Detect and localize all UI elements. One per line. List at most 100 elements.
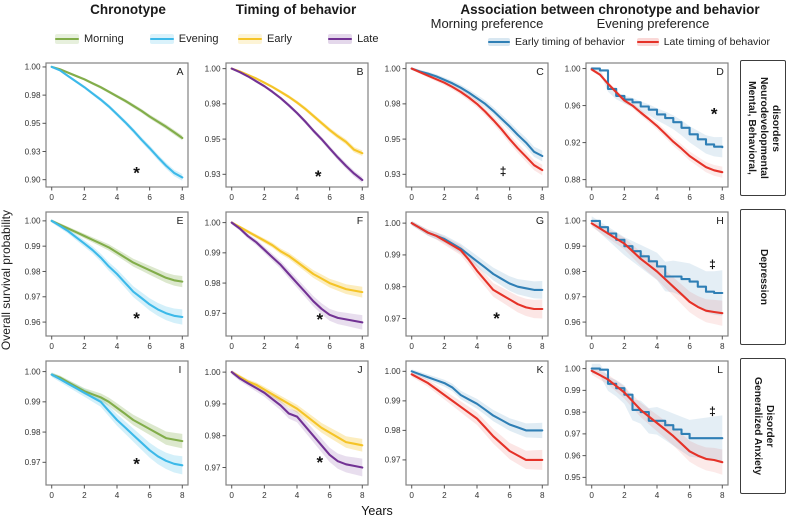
svg-text:D: D xyxy=(716,66,724,78)
svg-text:0.97: 0.97 xyxy=(205,463,221,472)
svg-text:0: 0 xyxy=(589,193,594,202)
svg-text:0.97: 0.97 xyxy=(385,314,401,323)
svg-text:0.98: 0.98 xyxy=(205,279,221,288)
legend-association: Early timing of behavior Late timing of b… xyxy=(488,36,770,48)
legend-label-early: Early xyxy=(267,33,293,45)
significance-marker-h: ‡ xyxy=(709,258,716,272)
timing-column-title: Timing of behavior xyxy=(235,2,357,17)
svg-text:0.93: 0.93 xyxy=(205,170,221,179)
svg-text:G: G xyxy=(536,215,544,227)
svg-text:0: 0 xyxy=(49,491,54,500)
svg-text:0.98: 0.98 xyxy=(25,91,41,100)
legend-label-late: Late xyxy=(357,33,379,45)
svg-text:8: 8 xyxy=(720,193,725,202)
panel-l: 1.00 0.99 0.98 0.97 0.96 0.95 0 2 4 6 8 L ‡ xyxy=(565,360,729,500)
svg-text:2: 2 xyxy=(82,491,87,500)
svg-text:4: 4 xyxy=(655,342,660,351)
svg-text:4: 4 xyxy=(655,491,660,500)
svg-text:6: 6 xyxy=(687,193,692,202)
panel-b: 1.00 0.98 0.95 0.93 0 2 4 6 8 B * xyxy=(205,62,369,202)
svg-text:6: 6 xyxy=(687,491,692,500)
svg-text:8: 8 xyxy=(180,491,185,500)
svg-text:4: 4 xyxy=(475,491,480,500)
svg-text:0.98: 0.98 xyxy=(385,100,401,109)
svg-text:1.00: 1.00 xyxy=(385,367,401,376)
svg-text:0.99: 0.99 xyxy=(25,242,41,251)
panel-i: 1.00 0.99 0.98 0.97 0 2 4 6 8 I * xyxy=(25,360,189,500)
svg-text:8: 8 xyxy=(360,342,365,351)
svg-text:0.95: 0.95 xyxy=(565,473,581,482)
svg-text:6: 6 xyxy=(687,342,692,351)
svg-text:6: 6 xyxy=(327,193,332,202)
svg-text:8: 8 xyxy=(720,342,725,351)
svg-text:4: 4 xyxy=(475,342,480,351)
svg-text:1.00: 1.00 xyxy=(25,63,41,72)
row-label-depression: Depression xyxy=(740,209,786,345)
late-timing-swatch-icon xyxy=(636,38,659,46)
svg-text:0.99: 0.99 xyxy=(565,386,581,395)
svg-text:4: 4 xyxy=(475,193,480,202)
svg-text:4: 4 xyxy=(295,491,300,500)
svg-text:2: 2 xyxy=(622,193,627,202)
x-axis-label: Years xyxy=(361,504,393,518)
svg-text:6: 6 xyxy=(327,342,332,351)
svg-text:4: 4 xyxy=(295,342,300,351)
significance-marker-b: * xyxy=(315,167,322,186)
svg-text:4: 4 xyxy=(115,342,120,351)
late-swatch-icon xyxy=(328,34,353,44)
svg-text:8: 8 xyxy=(180,342,185,351)
significance-marker-g: * xyxy=(493,309,500,328)
svg-text:2: 2 xyxy=(262,342,267,351)
svg-text:2: 2 xyxy=(622,491,627,500)
early-swatch-icon xyxy=(238,34,262,44)
svg-text:0.98: 0.98 xyxy=(385,283,401,292)
svg-text:1.00: 1.00 xyxy=(205,64,221,73)
association-column-title: Association between chronotype and behav… xyxy=(460,2,760,17)
evening-preference-subtitle: Evening preference xyxy=(596,16,710,31)
svg-text:0.92: 0.92 xyxy=(565,138,581,147)
svg-text:0.90: 0.90 xyxy=(25,175,41,184)
y-axis-label-wrap: Overall survival probability xyxy=(0,60,14,500)
svg-text:8: 8 xyxy=(180,193,185,202)
significance-marker-c: ‡ xyxy=(500,165,507,179)
y-axis-label: Overall survival probability xyxy=(0,209,13,351)
row-label-mental-behavioral: Mental, Behavioral, Neurodevelopmental d… xyxy=(740,60,786,196)
svg-text:1.00: 1.00 xyxy=(565,364,581,373)
svg-text:0.95: 0.95 xyxy=(205,135,221,144)
panel-j: 1.00 0.99 0.98 0.97 0 2 4 6 8 J * xyxy=(205,360,369,500)
svg-text:6: 6 xyxy=(147,342,152,351)
svg-text:E: E xyxy=(176,215,183,227)
svg-text:L: L xyxy=(717,364,723,376)
svg-text:0: 0 xyxy=(49,342,54,351)
svg-text:2: 2 xyxy=(82,342,87,351)
svg-text:2: 2 xyxy=(262,491,267,500)
svg-text:0.99: 0.99 xyxy=(385,397,401,406)
svg-text:4: 4 xyxy=(115,193,120,202)
significance-marker-d: * xyxy=(711,104,718,123)
svg-text:0: 0 xyxy=(589,491,594,500)
svg-text:2: 2 xyxy=(442,491,447,500)
svg-text:A: A xyxy=(176,66,183,78)
svg-text:0.96: 0.96 xyxy=(25,318,41,327)
svg-text:6: 6 xyxy=(327,491,332,500)
svg-text:0.96: 0.96 xyxy=(565,101,581,110)
svg-text:0: 0 xyxy=(229,491,234,500)
svg-text:0.99: 0.99 xyxy=(205,249,221,258)
significance-marker-l: ‡ xyxy=(709,405,716,419)
legend-item-early-timing: Early timing of behavior xyxy=(488,36,625,48)
legend-chronotype: Morning Evening xyxy=(55,33,219,45)
svg-text:0.99: 0.99 xyxy=(25,398,41,407)
svg-text:8: 8 xyxy=(360,193,365,202)
svg-text:0.98: 0.98 xyxy=(565,267,581,276)
svg-text:2: 2 xyxy=(82,193,87,202)
svg-text:0.98: 0.98 xyxy=(205,432,221,441)
svg-text:0: 0 xyxy=(409,491,414,500)
svg-text:C: C xyxy=(536,66,544,78)
panel-c: 1.00 0.98 0.95 0.93 0 2 4 6 8 C ‡ xyxy=(385,62,549,202)
svg-text:1.00: 1.00 xyxy=(565,64,581,73)
svg-text:8: 8 xyxy=(540,491,545,500)
svg-text:0.88: 0.88 xyxy=(565,175,581,184)
legend-label-evening: Evening xyxy=(178,33,219,45)
svg-text:0.95: 0.95 xyxy=(385,135,401,144)
